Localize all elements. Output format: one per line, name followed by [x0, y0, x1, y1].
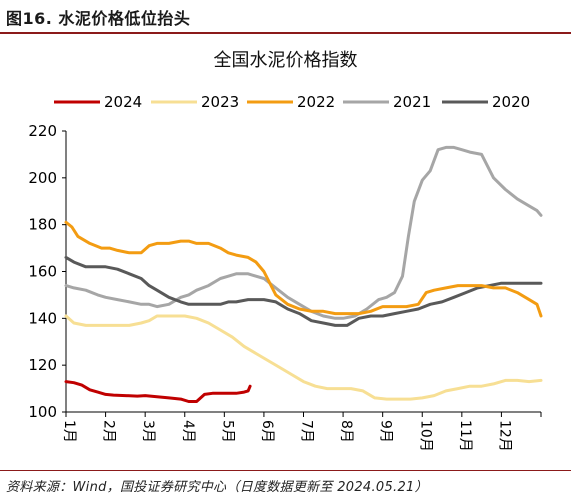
y-tick-label: 180 — [28, 216, 57, 234]
line-chart: 100 120 140 160 180 200 220 1月 2月 3月 4月 5月 6月 7月 8月 9月 1… — [28, 93, 543, 452]
x-tick-label: 12月 — [496, 420, 512, 452]
data-source-note: 资料来源：Wind，国投证券研究中心（日度数据更新至 2024.05.21） — [6, 480, 428, 495]
x-tick-label: 7月 — [299, 420, 315, 443]
series-line-2023 — [64, 314, 543, 401]
x-tick-label: 5月 — [219, 420, 235, 443]
y-tick-label: 160 — [28, 263, 57, 281]
series-line-2021 — [64, 145, 543, 320]
series-line-2022 — [64, 220, 543, 318]
figure-header: 图16. 水泥价格低位抬头 — [0, 0, 571, 34]
x-tick-label: 1月 — [61, 420, 77, 443]
legend-label-2023: 2023 — [201, 93, 239, 111]
y-tick-label: 140 — [28, 309, 57, 327]
x-tick-label: 11月 — [457, 420, 473, 452]
figure-label: 图16. 水泥价格低位抬头 — [6, 9, 191, 28]
y-tick-label: 120 — [28, 356, 57, 374]
x-tick-label: 8月 — [338, 420, 354, 443]
x-tick-label: 6月 — [259, 420, 275, 443]
series-line-2020 — [64, 255, 543, 327]
x-tick-label: 3月 — [140, 420, 156, 443]
chart-title: 全国水泥价格指数 — [213, 50, 358, 71]
x-tick-label: 10月 — [417, 420, 433, 452]
y-tick-label: 220 — [28, 122, 57, 140]
legend-label-2021: 2021 — [393, 93, 431, 111]
x-tick-label: 9月 — [378, 420, 394, 443]
legend-label-2020: 2020 — [492, 93, 530, 111]
y-tick-label: 100 — [28, 403, 57, 421]
footer-divider — [0, 470, 571, 471]
x-tick-label: 2月 — [101, 420, 117, 443]
series-line-2024 — [64, 380, 252, 403]
y-tick-label: 200 — [28, 169, 57, 187]
legend-label-2024: 2024 — [104, 93, 142, 111]
x-tick-label: 4月 — [180, 420, 196, 443]
header-divider — [0, 32, 571, 34]
legend-label-2022: 2022 — [297, 93, 335, 111]
